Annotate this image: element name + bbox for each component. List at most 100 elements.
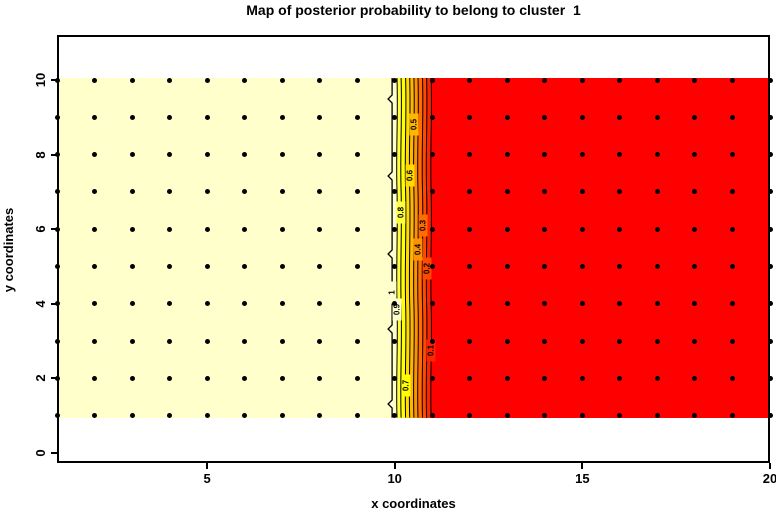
grid-dot <box>167 375 173 381</box>
grid-dot <box>242 413 248 419</box>
contour-line-0.8 <box>400 78 402 418</box>
grid-dot <box>317 413 323 419</box>
y-axis-tick <box>51 452 57 454</box>
grid-dot <box>54 338 60 344</box>
grid-dot <box>692 189 698 195</box>
grid-dot <box>467 264 473 269</box>
grid-dot <box>392 189 398 195</box>
grid-dot <box>204 114 210 120</box>
grid-dot <box>504 301 510 307</box>
grid-dot <box>730 152 735 158</box>
grid-dot <box>579 114 585 120</box>
grid-dot <box>204 301 210 307</box>
grid-dot <box>204 189 210 195</box>
grid-dot <box>279 301 285 307</box>
contour-label-0.6: 0.6 <box>405 164 415 187</box>
grid-dot <box>617 189 623 195</box>
grid-dot <box>767 338 773 344</box>
grid-dot <box>354 114 360 120</box>
contour-label-0.4: 0.4 <box>413 238 423 261</box>
grid-dot <box>579 152 585 158</box>
grid-dot <box>167 338 173 344</box>
grid-dot <box>129 264 135 269</box>
grid-dot <box>129 413 135 419</box>
grid-dot <box>204 338 210 344</box>
grid-dot <box>167 114 173 120</box>
grid-dot <box>92 413 97 419</box>
y-axis-tick-label: 10 <box>33 72 48 88</box>
grid-dot <box>92 189 97 195</box>
grid-dot <box>542 413 548 419</box>
grid-dot <box>579 189 585 195</box>
grid-dot <box>467 338 473 344</box>
grid-dot <box>654 152 660 158</box>
y-axis-tick <box>51 228 57 231</box>
y-axis-tick-label: 8 <box>33 150 48 159</box>
grid-dot <box>204 152 210 158</box>
grid-dot <box>504 114 510 120</box>
grid-dot <box>54 264 60 269</box>
grid-dot <box>317 264 323 269</box>
grid-dot <box>317 226 323 232</box>
x-axis-tick-label: 20 <box>762 471 776 486</box>
y-axis-tick-label: 2 <box>33 374 48 383</box>
grid-dot <box>429 226 435 232</box>
grid-dot <box>654 189 660 195</box>
grid-dot <box>92 152 97 158</box>
grid-dot <box>279 152 285 158</box>
grid-dot <box>542 114 548 120</box>
grid-dot <box>354 264 360 269</box>
grid-dot <box>92 114 97 120</box>
grid-dot <box>54 189 60 195</box>
grid-dot <box>129 301 135 307</box>
grid-dot <box>129 338 135 344</box>
grid-dot <box>204 413 210 419</box>
grid-dot <box>767 226 773 232</box>
grid-dot <box>354 77 360 83</box>
grid-dot <box>242 77 248 83</box>
grid-dot <box>542 226 548 232</box>
grid-dot <box>242 114 248 120</box>
y-axis-tick <box>51 302 57 305</box>
contour-line-1 <box>387 78 393 418</box>
grid-dot <box>167 77 173 83</box>
grid-dot <box>54 152 60 158</box>
grid-dot <box>129 375 135 381</box>
x-axis-tick-label: 5 <box>203 471 211 486</box>
grid-dot <box>392 226 398 232</box>
grid-dot <box>617 114 623 120</box>
grid-dot <box>617 77 623 83</box>
grid-dot <box>767 375 773 381</box>
y-axis-tick <box>51 79 57 81</box>
grid-dot <box>767 77 773 83</box>
grid-dot <box>617 226 623 232</box>
grid-dot <box>317 77 323 83</box>
grid-dot <box>92 264 97 269</box>
contour-label-0.3: 0.3 <box>418 214 427 237</box>
x-axis-tick <box>393 463 396 469</box>
grid-dot <box>429 301 435 307</box>
grid-dot <box>730 189 735 195</box>
grid-dot <box>279 77 285 83</box>
grid-dot <box>354 189 360 195</box>
grid-dot <box>654 226 660 232</box>
x-axis-tick-label: 15 <box>575 471 590 486</box>
grid-dot <box>429 338 435 344</box>
grid-dot <box>92 226 97 232</box>
grid-dot <box>354 413 360 419</box>
grid-dot <box>204 264 210 269</box>
grid-dot <box>167 152 173 158</box>
grid-dot <box>354 301 360 307</box>
grid-dot <box>317 375 323 381</box>
grid-dot <box>167 226 173 232</box>
grid-dot <box>767 189 773 195</box>
grid-dot <box>730 77 735 83</box>
grid-dot <box>654 375 660 381</box>
grid-dot <box>429 375 435 381</box>
y-axis-tick <box>51 377 57 380</box>
grid-dot <box>167 189 173 195</box>
grid-dot <box>317 114 323 120</box>
grid-dot <box>242 152 248 158</box>
grid-dot <box>317 152 323 158</box>
contour-line-0.7 <box>404 78 407 418</box>
